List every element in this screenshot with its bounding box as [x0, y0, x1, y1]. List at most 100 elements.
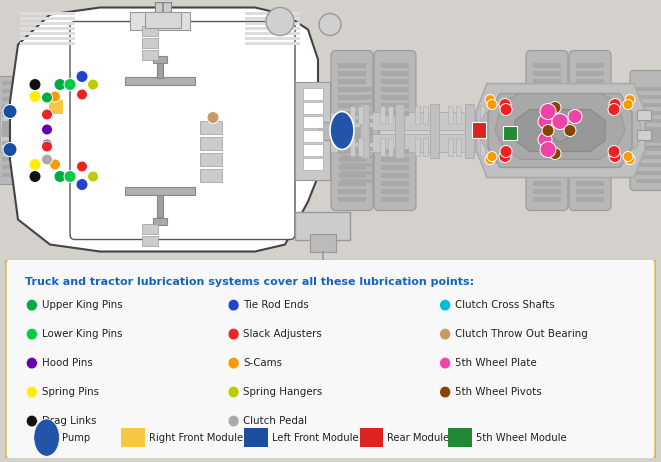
Bar — [488, 138, 493, 156]
Circle shape — [29, 158, 41, 170]
Bar — [576, 188, 604, 194]
Bar — [533, 196, 561, 201]
Text: Drag Links: Drag Links — [42, 416, 96, 426]
Circle shape — [487, 99, 497, 109]
Bar — [2, 121, 26, 125]
Bar — [636, 110, 661, 115]
Bar — [533, 95, 561, 99]
Bar — [480, 138, 485, 156]
Bar — [145, 12, 181, 28]
Bar — [381, 188, 409, 194]
Bar — [381, 148, 409, 153]
Bar — [388, 105, 393, 123]
Circle shape — [499, 151, 511, 163]
Bar — [636, 119, 661, 122]
FancyBboxPatch shape — [374, 50, 416, 125]
Bar — [503, 126, 517, 140]
Bar — [2, 157, 26, 160]
Circle shape — [549, 147, 561, 159]
Circle shape — [77, 161, 87, 172]
Circle shape — [87, 79, 98, 90]
Bar — [303, 87, 323, 99]
Bar — [2, 80, 26, 85]
Circle shape — [26, 386, 37, 398]
FancyBboxPatch shape — [70, 22, 295, 239]
Text: 5th Wheel Pivots: 5th Wheel Pivots — [455, 387, 541, 397]
Bar — [20, 22, 75, 24]
Bar — [381, 103, 409, 108]
Bar — [576, 196, 604, 201]
Bar — [2, 104, 26, 109]
Bar — [338, 62, 366, 67]
Bar — [380, 105, 385, 123]
Bar — [350, 105, 355, 123]
Circle shape — [485, 95, 495, 104]
Bar — [456, 138, 461, 156]
Bar — [415, 105, 420, 123]
Bar — [303, 158, 323, 170]
Polygon shape — [495, 93, 625, 159]
Circle shape — [3, 142, 17, 157]
Bar — [338, 181, 366, 186]
FancyBboxPatch shape — [335, 115, 379, 190]
Bar — [245, 17, 300, 19]
Circle shape — [485, 154, 495, 164]
Bar — [637, 129, 651, 140]
Bar — [2, 172, 26, 176]
Text: Right Front Module: Right Front Module — [149, 432, 243, 443]
Bar — [480, 105, 485, 123]
Bar — [2, 89, 26, 92]
Bar — [533, 188, 561, 194]
Circle shape — [228, 415, 239, 427]
Bar — [338, 79, 366, 84]
Bar — [576, 157, 604, 162]
Circle shape — [87, 171, 98, 182]
Bar — [636, 178, 661, 182]
Ellipse shape — [34, 419, 59, 456]
Bar — [245, 36, 300, 40]
Circle shape — [228, 386, 239, 398]
Bar — [637, 109, 651, 120]
Bar — [341, 178, 373, 182]
Bar — [341, 154, 373, 158]
FancyBboxPatch shape — [526, 136, 568, 211]
Ellipse shape — [330, 111, 354, 150]
Circle shape — [609, 98, 621, 110]
Circle shape — [76, 178, 88, 190]
Circle shape — [542, 125, 554, 136]
FancyBboxPatch shape — [0, 121, 32, 184]
Circle shape — [500, 146, 512, 158]
Circle shape — [440, 358, 451, 369]
Circle shape — [29, 91, 41, 103]
Circle shape — [26, 415, 37, 427]
Text: S-Cams: S-Cams — [243, 358, 282, 368]
Circle shape — [50, 91, 61, 102]
Bar — [430, 103, 439, 158]
Bar — [341, 127, 373, 130]
Bar — [20, 17, 75, 19]
Bar — [576, 62, 604, 67]
Bar — [636, 103, 661, 107]
Bar — [318, 122, 330, 140]
Bar — [448, 105, 453, 123]
Bar — [350, 138, 355, 156]
Circle shape — [608, 146, 620, 158]
Bar — [533, 172, 561, 177]
Bar — [488, 105, 493, 123]
Bar — [157, 55, 163, 78]
Bar — [381, 110, 409, 116]
Bar — [303, 102, 323, 114]
Bar — [341, 119, 373, 122]
Text: 5th Wheel Plate: 5th Wheel Plate — [455, 358, 537, 368]
Bar — [415, 138, 420, 156]
Bar — [0, 111, 645, 129]
Text: 5th Wheel Module: 5th Wheel Module — [476, 432, 566, 443]
Text: Spring Hangers: Spring Hangers — [243, 387, 323, 397]
Bar — [2, 164, 26, 169]
Bar — [2, 133, 26, 136]
Bar — [200, 152, 222, 165]
Bar — [381, 62, 409, 67]
Bar — [338, 157, 366, 162]
Bar — [303, 129, 323, 141]
Bar — [142, 224, 158, 233]
